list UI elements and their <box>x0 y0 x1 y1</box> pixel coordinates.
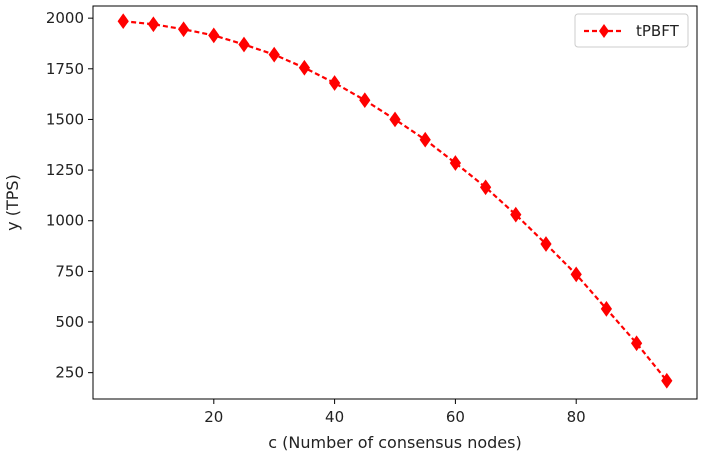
x-tick-label: 40 <box>325 408 344 426</box>
series-line-tpbft <box>123 20 668 382</box>
legend-marker-diamond <box>599 24 609 38</box>
data-point <box>389 111 401 128</box>
plot-frame <box>92 5 698 400</box>
x-tick-label: 20 <box>204 408 223 426</box>
data-point <box>600 300 613 317</box>
legend: tPBFT <box>574 13 689 48</box>
data-point <box>449 155 462 171</box>
x-axis-label: c (Number of consensus nodes) <box>268 433 521 452</box>
data-point <box>147 16 160 33</box>
x-tick-label: 80 <box>567 408 586 426</box>
y-tick-label: 1250 <box>46 161 84 179</box>
data-point <box>630 335 643 352</box>
legend-label: tPBFT <box>636 22 680 40</box>
y-tick-label: 750 <box>55 262 84 280</box>
data-point <box>359 92 371 109</box>
data-point <box>419 131 431 148</box>
data-point <box>117 13 129 30</box>
data-point <box>661 372 673 389</box>
y-axis: 250 500 750 1000 1250 1500 1750 2000 <box>46 9 93 382</box>
y-axis-label: y (TPS) <box>3 174 22 231</box>
series-layer <box>117 13 673 389</box>
y-tick-label: 250 <box>55 364 84 382</box>
data-point <box>570 266 582 283</box>
x-tick-label: 60 <box>446 408 465 426</box>
data-point <box>479 179 492 196</box>
x-axis: 20 40 60 80 <box>204 399 586 426</box>
data-point <box>328 75 341 91</box>
data-point <box>268 46 280 63</box>
data-point <box>177 21 190 38</box>
data-point <box>238 36 250 53</box>
legend-box <box>574 13 689 48</box>
y-tick-label: 500 <box>55 313 84 331</box>
data-point <box>298 59 311 76</box>
data-point <box>540 236 552 252</box>
data-point <box>510 206 522 223</box>
y-tick-label: 1500 <box>46 110 84 128</box>
data-point <box>208 27 220 44</box>
y-tick-label: 1000 <box>46 212 84 230</box>
y-tick-label: 2000 <box>46 9 84 27</box>
y-tick-label: 1750 <box>46 60 84 78</box>
